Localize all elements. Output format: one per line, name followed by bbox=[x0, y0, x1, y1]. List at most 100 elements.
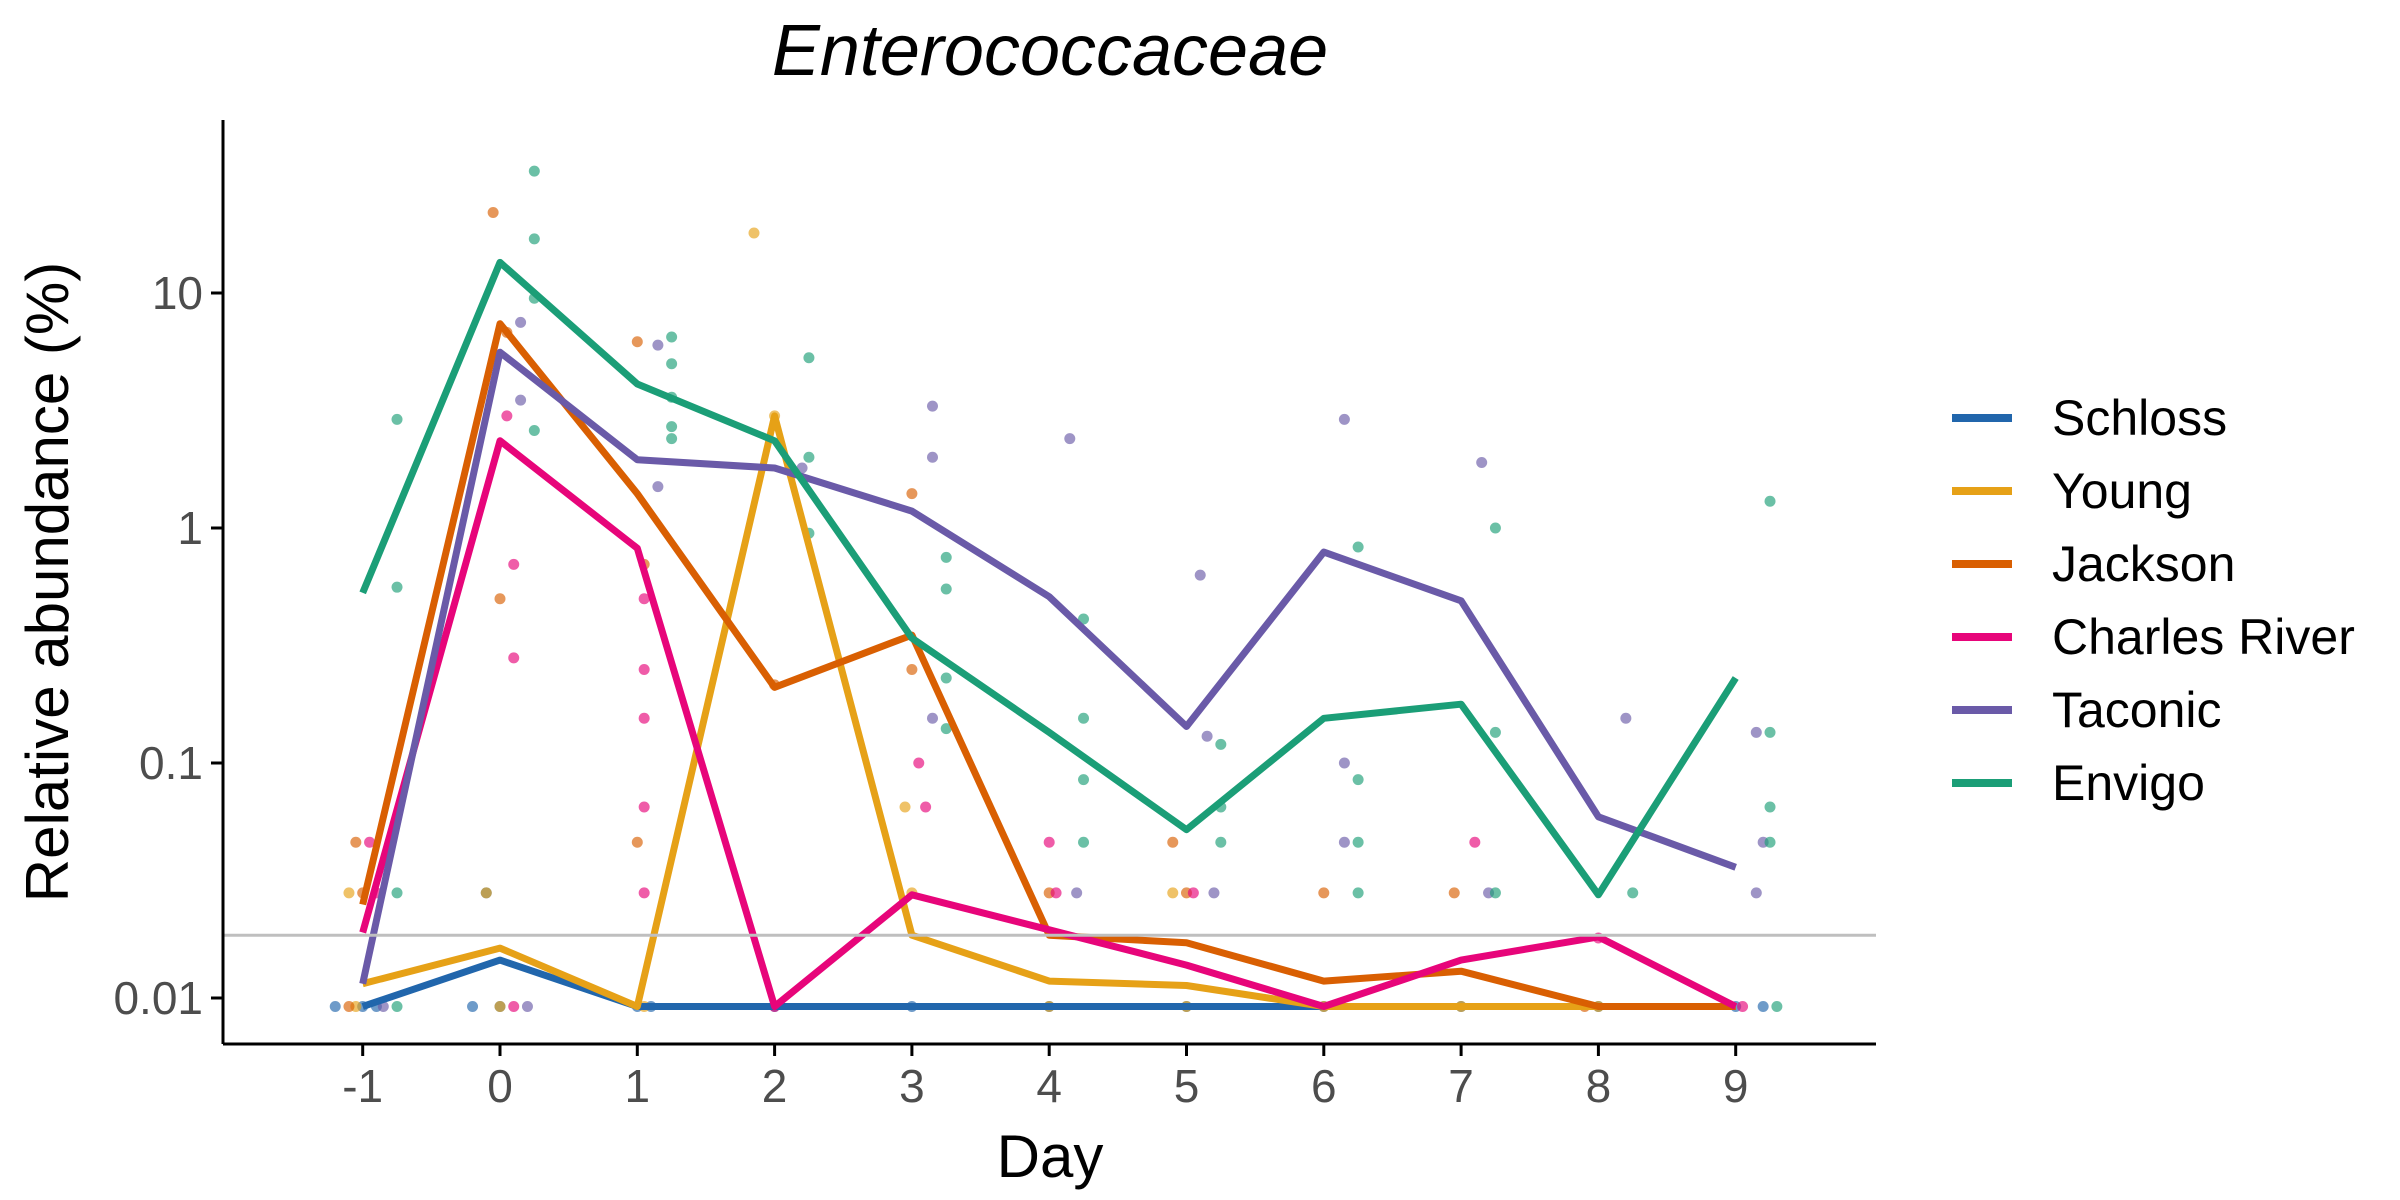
data-point-taconic bbox=[652, 481, 664, 493]
data-point-charles-river bbox=[508, 652, 520, 664]
data-point-schloss bbox=[329, 1001, 341, 1013]
data-point-envigo bbox=[1764, 726, 1776, 738]
data-point-envigo bbox=[666, 358, 678, 370]
data-point-envigo bbox=[940, 551, 952, 563]
data-point-envigo bbox=[940, 723, 952, 735]
data-point-young bbox=[494, 1001, 506, 1013]
legend-label: Envigo bbox=[2052, 755, 2205, 811]
data-point-taconic bbox=[1476, 456, 1488, 468]
x-tick-label: 5 bbox=[1174, 1060, 1200, 1112]
series-line-charles-river bbox=[359, 437, 1738, 1010]
data-point-taconic bbox=[1750, 726, 1762, 738]
data-point-envigo bbox=[1078, 774, 1090, 786]
data-point-taconic bbox=[1750, 887, 1762, 899]
data-point-young bbox=[899, 801, 911, 813]
data-point-taconic bbox=[1208, 887, 1220, 899]
series-line-taconic bbox=[359, 348, 1737, 985]
data-point-jackson bbox=[494, 593, 506, 605]
data-point-charles-river bbox=[638, 801, 650, 813]
x-tick-label: 1 bbox=[625, 1060, 651, 1112]
data-point-charles-river bbox=[638, 593, 650, 605]
data-point-envigo bbox=[1489, 522, 1501, 534]
data-point-charles-river bbox=[501, 410, 513, 422]
legend-item-envigo: Envigo bbox=[1952, 755, 2205, 811]
legend-label: Jackson bbox=[2052, 536, 2235, 592]
data-point-envigo bbox=[528, 424, 540, 436]
data-point-envigo bbox=[1771, 1001, 1783, 1013]
legend-label: Charles River bbox=[2052, 609, 2355, 665]
data-point-charles-river bbox=[1187, 887, 1199, 899]
series-line-jackson bbox=[359, 320, 1736, 1010]
series-line-young bbox=[361, 412, 1736, 1010]
data-point-charles-river bbox=[920, 801, 932, 813]
legend-label: Schloss bbox=[2052, 390, 2227, 446]
x-axis-ticks: -1 0 1 2 3 4 5 6 7 8 9 bbox=[342, 1044, 1748, 1112]
y-axis-label: Relative abundance (%) bbox=[14, 262, 81, 902]
legend-item-taconic: Taconic bbox=[1952, 682, 2222, 738]
data-point-envigo bbox=[666, 433, 678, 445]
data-point-charles-river bbox=[1043, 836, 1055, 848]
data-point-envigo bbox=[1352, 887, 1364, 899]
x-tick-label: 9 bbox=[1723, 1060, 1749, 1112]
data-point-jackson bbox=[487, 207, 499, 219]
chart-title: Enterococcaceae bbox=[772, 11, 1328, 91]
x-tick-label: 0 bbox=[487, 1060, 513, 1112]
data-point-charles-river bbox=[1469, 836, 1481, 848]
data-point-jackson bbox=[1448, 887, 1460, 899]
data-point-envigo bbox=[666, 331, 678, 343]
x-tick-label: -1 bbox=[342, 1060, 383, 1112]
data-point-jackson bbox=[906, 488, 918, 500]
data-point-jackson bbox=[350, 836, 362, 848]
data-point-taconic bbox=[926, 451, 938, 463]
data-point-schloss bbox=[467, 1001, 479, 1013]
legend: Schloss Young Jackson Charles River Taconic E… bbox=[1952, 390, 2355, 811]
data-point-young bbox=[748, 227, 760, 239]
data-point-young bbox=[480, 887, 492, 899]
x-tick-label: 7 bbox=[1448, 1060, 1474, 1112]
data-point-envigo bbox=[1764, 495, 1776, 507]
x-axis-label: Day bbox=[997, 1123, 1104, 1190]
data-point-jackson bbox=[906, 663, 918, 675]
x-tick-label: 3 bbox=[899, 1060, 925, 1112]
data-point-envigo bbox=[1489, 726, 1501, 738]
data-point-jackson bbox=[631, 336, 643, 348]
data-point-jackson bbox=[1167, 836, 1179, 848]
data-point-envigo bbox=[940, 672, 952, 684]
data-point-charles-river bbox=[1737, 1001, 1749, 1013]
data-point-envigo bbox=[528, 165, 540, 177]
data-point-taconic bbox=[521, 1001, 533, 1013]
data-point-taconic bbox=[1338, 757, 1350, 769]
data-point-envigo bbox=[1215, 738, 1227, 750]
data-point-envigo bbox=[803, 352, 815, 364]
data-point-taconic bbox=[1064, 433, 1076, 445]
data-point-envigo bbox=[391, 887, 403, 899]
data-point-envigo bbox=[391, 413, 403, 425]
legend-item-jackson: Jackson bbox=[1952, 536, 2235, 592]
data-points bbox=[329, 165, 1783, 1013]
data-point-taconic bbox=[1071, 887, 1083, 899]
data-point-taconic bbox=[1620, 712, 1632, 724]
data-point-envigo bbox=[1215, 836, 1227, 848]
data-point-envigo bbox=[391, 581, 403, 593]
x-tick-label: 2 bbox=[762, 1060, 788, 1112]
data-point-envigo bbox=[1489, 887, 1501, 899]
x-tick-label: 8 bbox=[1586, 1060, 1612, 1112]
data-point-taconic bbox=[1194, 569, 1206, 581]
data-point-envigo bbox=[1078, 712, 1090, 724]
data-point-young bbox=[343, 887, 355, 899]
data-point-envigo bbox=[1764, 836, 1776, 848]
data-point-taconic bbox=[515, 394, 527, 406]
series-lines bbox=[359, 258, 1739, 1010]
data-point-charles-river bbox=[638, 712, 650, 724]
y-tick-label: 0.01 bbox=[113, 972, 203, 1024]
data-point-jackson bbox=[631, 836, 643, 848]
data-point-envigo bbox=[666, 421, 678, 433]
data-point-envigo bbox=[1352, 836, 1364, 848]
data-point-jackson bbox=[343, 1001, 355, 1013]
data-point-charles-river bbox=[508, 558, 520, 570]
y-tick-label: 0.1 bbox=[139, 737, 203, 789]
data-point-charles-river bbox=[364, 836, 376, 848]
x-tick-label: 6 bbox=[1311, 1060, 1337, 1112]
data-point-envigo bbox=[1764, 801, 1776, 813]
